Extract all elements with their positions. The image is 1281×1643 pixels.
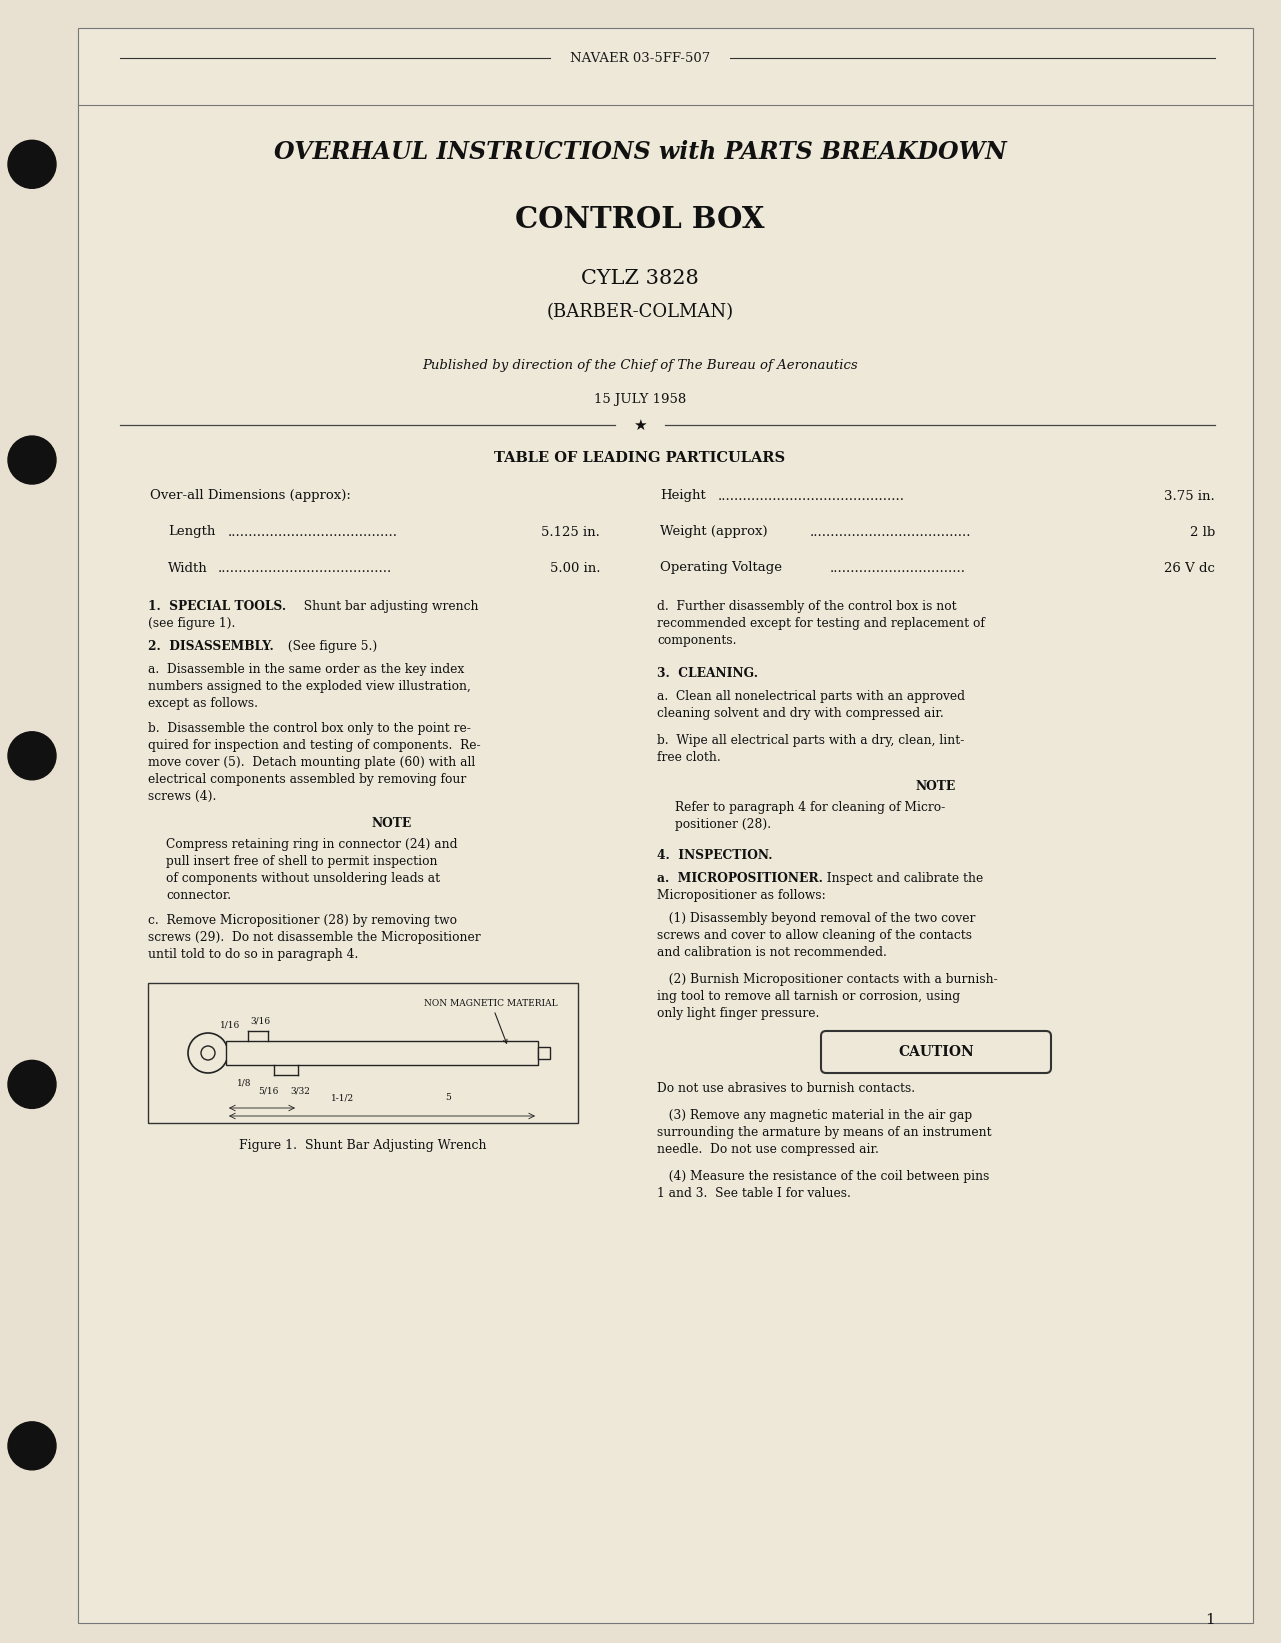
FancyBboxPatch shape [821,1032,1050,1073]
Text: Height: Height [660,490,706,503]
Text: (3) Remove any magnetic material in the air gap: (3) Remove any magnetic material in the … [657,1109,972,1122]
Text: components.: components. [657,634,737,647]
Text: except as follows.: except as follows. [149,697,257,710]
Text: 3/16: 3/16 [250,1017,270,1025]
Text: free cloth.: free cloth. [657,751,721,764]
Text: cleaning solvent and dry with compressed air.: cleaning solvent and dry with compressed… [657,706,944,720]
Text: positioner (28).: positioner (28). [675,818,771,831]
Text: 26 V dc: 26 V dc [1164,562,1214,575]
Text: screws and cover to allow cleaning of the contacts: screws and cover to allow cleaning of th… [657,928,972,941]
Text: a.  MICROPOSITIONER.: a. MICROPOSITIONER. [657,872,822,886]
Text: screws (29).  Do not disassemble the Micropositioner: screws (29). Do not disassemble the Micr… [149,932,480,945]
Text: ......................................: ...................................... [810,526,971,539]
Text: 3/32: 3/32 [290,1086,310,1096]
Text: ing tool to remove all tarnish or corrosion, using: ing tool to remove all tarnish or corros… [657,991,961,1002]
Text: 1-1/2: 1-1/2 [332,1094,355,1102]
Text: Weight (approx): Weight (approx) [660,526,767,539]
Text: numbers assigned to the exploded view illustration,: numbers assigned to the exploded view il… [149,680,471,693]
Text: Length: Length [168,526,215,539]
Text: TABLE OF LEADING PARTICULARS: TABLE OF LEADING PARTICULARS [494,450,785,465]
Bar [149,983,578,1124]
Text: CAUTION: CAUTION [898,1045,974,1060]
Text: NON MAGNETIC MATERIAL: NON MAGNETIC MATERIAL [424,999,559,1043]
Text: 3.75 in.: 3.75 in. [1164,490,1214,503]
Text: and calibration is not recommended.: and calibration is not recommended. [657,946,886,960]
Text: CYLZ 3828: CYLZ 3828 [582,268,699,288]
Text: CONTROL BOX: CONTROL BOX [515,205,765,235]
Text: Figure 1.  Shunt Bar Adjusting Wrench: Figure 1. Shunt Bar Adjusting Wrench [240,1139,487,1152]
Circle shape [8,1060,56,1109]
Text: Compress retaining ring in connector (24) and: Compress retaining ring in connector (24… [167,838,457,851]
Text: only light finger pressure.: only light finger pressure. [657,1007,820,1020]
Circle shape [8,435,56,485]
Text: 3.  CLEANING.: 3. CLEANING. [657,667,758,680]
Text: OVERHAUL INSTRUCTIONS with PARTS BREAKDOWN: OVERHAUL INSTRUCTIONS with PARTS BREAKDO… [274,140,1007,164]
Text: 1/8: 1/8 [237,1078,251,1088]
Text: NOTE: NOTE [916,780,956,794]
Text: d.  Further disassembly of the control box is not: d. Further disassembly of the control bo… [657,600,957,613]
Text: (1) Disassembly beyond removal of the two cover: (1) Disassembly beyond removal of the tw… [657,912,975,925]
Circle shape [8,140,56,189]
Text: recommended except for testing and replacement of: recommended except for testing and repla… [657,618,985,629]
Text: 15 JULY 1958: 15 JULY 1958 [594,394,687,406]
Text: (BARBER-COLMAN): (BARBER-COLMAN) [547,302,734,320]
Text: b.  Disassemble the control box only to the point re-: b. Disassemble the control box only to t… [149,721,471,734]
Text: a.  Disassemble in the same order as the key index: a. Disassemble in the same order as the … [149,664,464,675]
Text: of components without unsoldering leads at: of components without unsoldering leads … [167,872,441,886]
Text: Micropositioner as follows:: Micropositioner as follows: [657,889,826,902]
Text: electrical components assembled by removing four: electrical components assembled by remov… [149,772,466,785]
Text: 1 and 3.  See table I for values.: 1 and 3. See table I for values. [657,1186,851,1199]
Text: until told to do so in paragraph 4.: until told to do so in paragraph 4. [149,948,359,961]
Text: 5/16: 5/16 [257,1086,278,1096]
Text: 1.  SPECIAL TOOLS.: 1. SPECIAL TOOLS. [149,600,286,613]
Text: ........................................: ........................................ [228,526,398,539]
Text: NAVAER 03-5FF-507: NAVAER 03-5FF-507 [570,51,710,64]
Text: ★: ★ [633,417,647,432]
Text: quired for inspection and testing of components.  Re-: quired for inspection and testing of com… [149,739,480,752]
Text: 5.00 in.: 5.00 in. [550,562,600,575]
Text: (See figure 5.): (See figure 5.) [281,641,377,652]
Circle shape [8,731,56,780]
Bar [538,1047,550,1060]
Text: Shunt bar adjusting wrench: Shunt bar adjusting wrench [296,600,479,613]
Text: c.  Remove Micropositioner (28) by removing two: c. Remove Micropositioner (28) by removi… [149,914,457,927]
Text: move cover (5).  Detach mounting plate (60) with all: move cover (5). Detach mounting plate (6… [149,756,475,769]
Text: 2.  DISASSEMBLY.: 2. DISASSEMBLY. [149,641,274,652]
Text: 4.  INSPECTION.: 4. INSPECTION. [657,849,772,863]
Text: (2) Burnish Micropositioner contacts with a burnish-: (2) Burnish Micropositioner contacts wit… [657,973,998,986]
Text: 5: 5 [445,1094,451,1102]
Text: Width: Width [168,562,208,575]
Text: 2 lb: 2 lb [1190,526,1214,539]
Text: surrounding the armature by means of an instrument: surrounding the armature by means of an … [657,1125,991,1139]
Text: 1/16: 1/16 [220,1020,240,1030]
Text: pull insert free of shell to permit inspection: pull insert free of shell to permit insp… [167,854,438,868]
Circle shape [8,1421,56,1470]
Text: a.  Clean all nonelectrical parts with an approved: a. Clean all nonelectrical parts with an… [657,690,965,703]
Text: ............................................: ........................................… [717,490,904,503]
Text: Published by direction of the Chief of The Bureau of Aeronautics: Published by direction of the Chief of T… [423,358,858,371]
Text: b.  Wipe all electrical parts with a dry, clean, lint-: b. Wipe all electrical parts with a dry,… [657,734,965,748]
Text: ................................: ................................ [830,562,966,575]
Text: Do not use abrasives to burnish contacts.: Do not use abrasives to burnish contacts… [657,1083,915,1094]
Text: connector.: connector. [167,889,231,902]
Text: .........................................: ........................................… [218,562,392,575]
Text: Refer to paragraph 4 for cleaning of Micro-: Refer to paragraph 4 for cleaning of Mic… [675,802,945,813]
Text: 1: 1 [1205,1613,1214,1627]
Text: (4) Measure the resistance of the coil between pins: (4) Measure the resistance of the coil b… [657,1170,989,1183]
Bar [225,1042,538,1065]
Text: Inspect and calibrate the: Inspect and calibrate the [819,872,984,886]
Text: Over-all Dimensions (approx):: Over-all Dimensions (approx): [150,490,351,503]
Text: screws (4).: screws (4). [149,790,216,803]
Text: NOTE: NOTE [371,817,411,830]
Text: needle.  Do not use compressed air.: needle. Do not use compressed air. [657,1144,879,1157]
Text: (see figure 1).: (see figure 1). [149,618,236,629]
Text: 5.125 in.: 5.125 in. [541,526,600,539]
Text: Operating Voltage: Operating Voltage [660,562,781,575]
